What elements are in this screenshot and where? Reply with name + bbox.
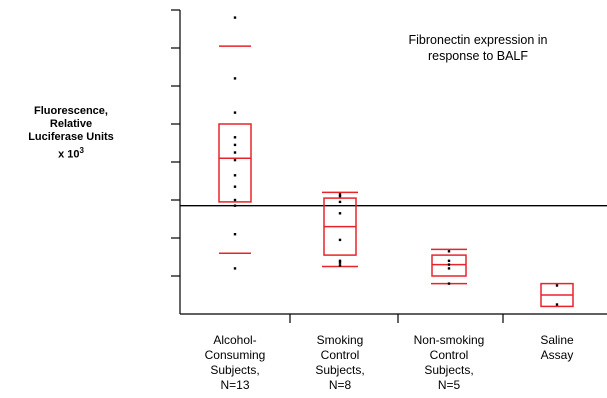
data-point [447, 259, 451, 262]
category-label-alcohol: Alcohol- Consuming Subjects, N=13 [185, 333, 285, 393]
category-label-line: N=5 [437, 378, 461, 392]
axes [171, 9, 607, 323]
y-axis-label-line-2: Relative [49, 118, 93, 130]
data-point [555, 303, 559, 306]
points-layer [233, 16, 559, 306]
category-label-smoking: Smoking Control Subjects, N=8 [290, 333, 390, 393]
category-label-line: Subjects, [424, 363, 474, 377]
category-label-line: Consuming [204, 348, 266, 362]
box [218, 123, 252, 203]
category-label-line: Smoking [316, 333, 364, 347]
category-label-line: Alcohol- [213, 333, 257, 347]
data-point [233, 267, 237, 270]
boxes-layer [218, 45, 574, 308]
annotation-line-1: Fibronectin expression in [408, 33, 548, 47]
data-point [555, 284, 559, 287]
data-point [338, 259, 342, 262]
data-point [447, 282, 451, 285]
category-label-line: N=8 [328, 378, 352, 392]
data-point [447, 250, 451, 253]
data-point [233, 158, 237, 162]
category-label-line: Subjects, [315, 363, 365, 377]
category-label-line: Subjects, [210, 363, 260, 377]
category-label-line: Control [320, 348, 360, 362]
category-label-saline: Saline Assay [507, 333, 607, 363]
y-axis-label: Fluorescence, Relative Luciferase Units … [16, 105, 126, 162]
data-point [233, 198, 237, 202]
y-axis-label-exponent: 3 [79, 146, 84, 155]
data-point [338, 261, 342, 264]
y-axis-label-line-4: x 103 [16, 144, 126, 162]
data-point [233, 111, 237, 114]
box [431, 254, 467, 277]
chart-annotation: Fibronectin expression in response to BA… [388, 32, 568, 64]
category-label-line: N=13 [220, 378, 250, 392]
data-point [233, 136, 237, 139]
data-point [233, 16, 237, 19]
y-axis-label-line-3: Luciferase Units [28, 131, 114, 143]
annotation-line-2: response to BALF [427, 49, 529, 63]
data-point [338, 238, 342, 242]
data-point [233, 143, 237, 147]
data-point [447, 263, 451, 266]
data-point [233, 174, 237, 177]
data-point [233, 233, 237, 236]
y-axis-label-line-1: Fluorescence, [34, 105, 108, 117]
category-label-line: Non-smoking [413, 333, 485, 347]
data-point [338, 195, 342, 198]
data-point [447, 267, 451, 270]
data-point [338, 193, 342, 196]
data-point [338, 212, 342, 215]
data-point [338, 264, 342, 267]
data-point [338, 200, 342, 204]
data-point [233, 185, 237, 188]
data-point [233, 77, 237, 80]
data-point [233, 204, 237, 207]
data-point [233, 151, 237, 154]
category-label-non-smoking: Non-smoking Control Subjects, N=5 [399, 333, 499, 393]
category-label-line: Control [429, 348, 469, 362]
category-label-line: Saline [540, 333, 574, 347]
category-label-line: Assay [540, 348, 574, 362]
y-axis-label-multiplier: x 10 [58, 148, 80, 161]
